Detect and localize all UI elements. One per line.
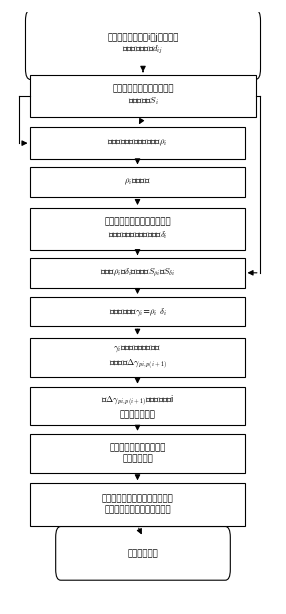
FancyBboxPatch shape (30, 127, 245, 160)
Text: 计算不同序列之间对应时间
的距离方差$S_i$: 计算不同序列之间对应时间 的距离方差$S_i$ (112, 85, 174, 107)
FancyBboxPatch shape (56, 527, 230, 580)
FancyBboxPatch shape (25, 10, 261, 79)
Text: $\rho_i$降序排序: $\rho_i$降序排序 (124, 177, 151, 187)
FancyBboxPatch shape (30, 387, 245, 426)
FancyBboxPatch shape (30, 258, 245, 287)
Text: 将变量$\rho_i$、$\delta_i$标准化：$S_{\rho i}$、$S_{\delta i}$: 将变量$\rho_i$、$\delta_i$标准化：$S_{\rho i}$、$… (100, 266, 175, 279)
Text: 计算综合指标$\gamma_i$=$\rho_i$ $\delta_i$: 计算综合指标$\gamma_i$=$\rho_i$ $\delta_i$ (109, 306, 166, 317)
Text: 取$\Delta\gamma_{pi,p(i+1)}$最大值对应的i
作为最佳聚类数: 取$\Delta\gamma_{pi,p(i+1)}$最大值对应的i 作为最佳聚… (101, 393, 174, 419)
FancyBboxPatch shape (30, 75, 256, 117)
Text: 确定划分结果: 确定划分结果 (128, 549, 158, 558)
Text: $\gamma_i$升序排序，计算任意
相邻差值$\Delta\gamma_{pi,p(i+1)}$: $\gamma_i$升序排序，计算任意 相邻差值$\Delta\gamma_{p… (109, 343, 166, 371)
FancyBboxPatch shape (30, 297, 245, 327)
FancyBboxPatch shape (30, 483, 245, 526)
FancyBboxPatch shape (30, 338, 245, 376)
FancyBboxPatch shape (30, 208, 245, 251)
FancyBboxPatch shape (30, 433, 245, 473)
Text: 利用密度值将非聚类中心
序列进行分类: 利用密度值将非聚类中心 序列进行分类 (109, 443, 166, 463)
Text: 再通过界定类域边缘中的最高密
度序列来定义类域的边界序列: 再通过界定类域边缘中的最高密 度序列来定义类域的边界序列 (102, 494, 173, 515)
Text: 计算每条时间序列i、j之间对应
时间的欧氏距离$d_{ij}$: 计算每条时间序列i、j之间对应 时间的欧氏距离$d_{ij}$ (107, 33, 179, 56)
Text: 计算每条子序列的局部密度$\rho_i$: 计算每条子序列的局部密度$\rho_i$ (108, 138, 168, 148)
FancyBboxPatch shape (30, 167, 245, 196)
Text: 计算每条交通流量子序列距较
高一个密度时间序列的长度$\delta_i$: 计算每条交通流量子序列距较 高一个密度时间序列的长度$\delta_i$ (104, 218, 171, 241)
